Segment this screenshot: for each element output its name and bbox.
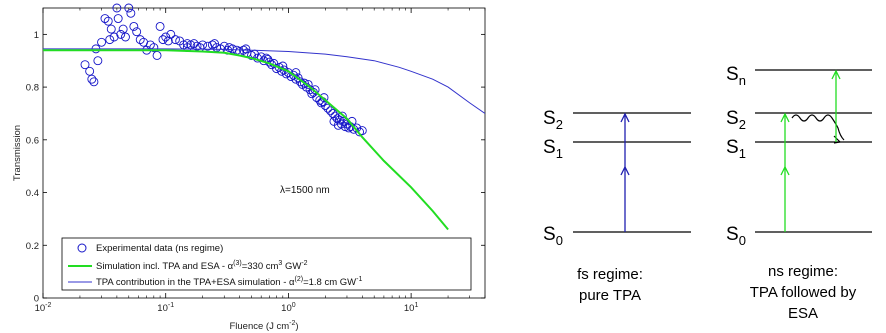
data-point-experimental [113,14,123,23]
y-tick-label: 0 [34,294,39,305]
data-point-experimental [241,44,251,54]
data-point-experimental [182,39,192,49]
wavelength-annotation: λ=1500 nm [280,185,330,196]
series-line-tpa [43,48,485,114]
data-point-experimental [121,32,130,42]
legend-marker-experimental [77,243,87,253]
data-point-experimental [132,27,142,37]
legend-label-experimental: Experimental data (ns regime) [96,243,223,254]
fs-arrowhead-mid [620,165,630,176]
data-point-experimental [152,51,162,60]
fs-arrowhead-top [620,112,630,123]
data-point-experimental [323,103,333,113]
y-axis-ticks: 0 0.2 0.4 0.6 0.8 1 [26,30,485,305]
series-line-simulation [43,49,449,231]
data-point-experimental [109,32,119,42]
data-point-experimental [129,22,139,31]
ns-label-s2: S2 [726,108,746,132]
data-point-experimental [325,106,335,116]
legend-label-simulation: Simulation incl. TPA and ESA - α(3)=330 … [96,260,308,272]
data-point-experimental [333,120,343,130]
legend: Experimental data (ns regime) Simulation… [61,237,472,291]
data-point-experimental [85,66,95,76]
data-point-experimental [89,77,99,87]
data-point-experimental [155,22,165,31]
x-tick-label: 100 [281,302,296,314]
ns-regime-diagram: Sn S2 S1 S0 ns regime: TPA followed by E… [726,64,872,322]
y-tick-label: 0.6 [26,135,39,146]
data-point-experimental [158,35,168,45]
fs-caption-line1: fs regime: [577,266,643,283]
data-point-experimental [340,122,350,132]
ns-caption-line2: TPA followed by [750,284,857,301]
ns-label-sn: Sn [726,64,746,88]
fs-regime-diagram: S2 S1 S0 fs regime: pure TPA [543,108,691,304]
data-point-experimental [112,3,122,13]
fs-label-s1: S1 [543,137,563,161]
data-point-experimental [319,93,329,103]
data-point-experimental [106,24,116,34]
x-tick-label: 101 [404,302,419,314]
fs-caption-line2: pure TPA [579,287,641,304]
x-axis-ticks: 10-2 10-1 100 101 [35,8,486,314]
ns-label-s1: S1 [726,137,746,161]
series-layer [43,3,485,231]
data-point-experimental [210,39,219,49]
data-point-experimental [357,126,367,136]
ns-label-s0: S0 [726,224,746,248]
data-point-experimental [87,74,97,84]
data-point-experimental [93,56,103,66]
data-point-experimental [135,35,145,45]
data-point-experimental [299,78,309,88]
x-axis-label: Fluence (J cm-2) [229,320,298,332]
data-point-experimental [100,14,110,23]
data-point-experimental [116,29,126,39]
data-point-experimental [103,16,113,26]
data-point-experimental [105,35,115,45]
data-point-experimental [124,3,134,13]
legend-box [61,237,472,291]
y-axis-label: Transmission [12,125,23,181]
data-point-experimental [337,111,347,121]
data-point-experimental [149,43,159,52]
data-point-experimental [118,24,128,34]
x-tick-label: 10-1 [157,302,174,314]
fs-label-s0: S0 [543,224,563,248]
ns-arrowhead-top [780,112,790,123]
transmission-chart: 0 0.2 0.4 0.6 0.8 1 10-2 10-1 100 101 Transmissi… [12,3,486,332]
data-point-experimental [310,85,320,95]
data-point-experimental [97,37,106,47]
ns-esa-arrowhead [831,69,841,80]
y-tick-label: 0.2 [26,241,39,252]
ns-relaxation-wavy-arrow [791,114,845,141]
data-point-experimental [277,66,287,76]
ns-caption-line3: ESA [788,305,818,322]
ns-arrowhead-mid [780,165,790,176]
y-tick-label: 1 [34,30,39,41]
data-point-experimental [163,36,173,46]
ns-caption-line1: ns regime: [768,263,838,280]
data-point-experimental [126,8,136,18]
data-point-experimental [303,80,313,89]
data-point-experimental [170,35,180,45]
data-point-experimental [224,43,234,52]
data-point-experimental [166,29,176,39]
legend-label-tpa: TPA contribution in the TPA+ESA simulati… [96,276,362,288]
x-tick-label: 10-2 [35,302,52,314]
y-tick-label: 0.8 [26,83,39,94]
data-point-experimental [80,60,90,70]
fs-label-s2: S2 [543,108,563,132]
y-tick-label: 0.4 [26,188,39,199]
